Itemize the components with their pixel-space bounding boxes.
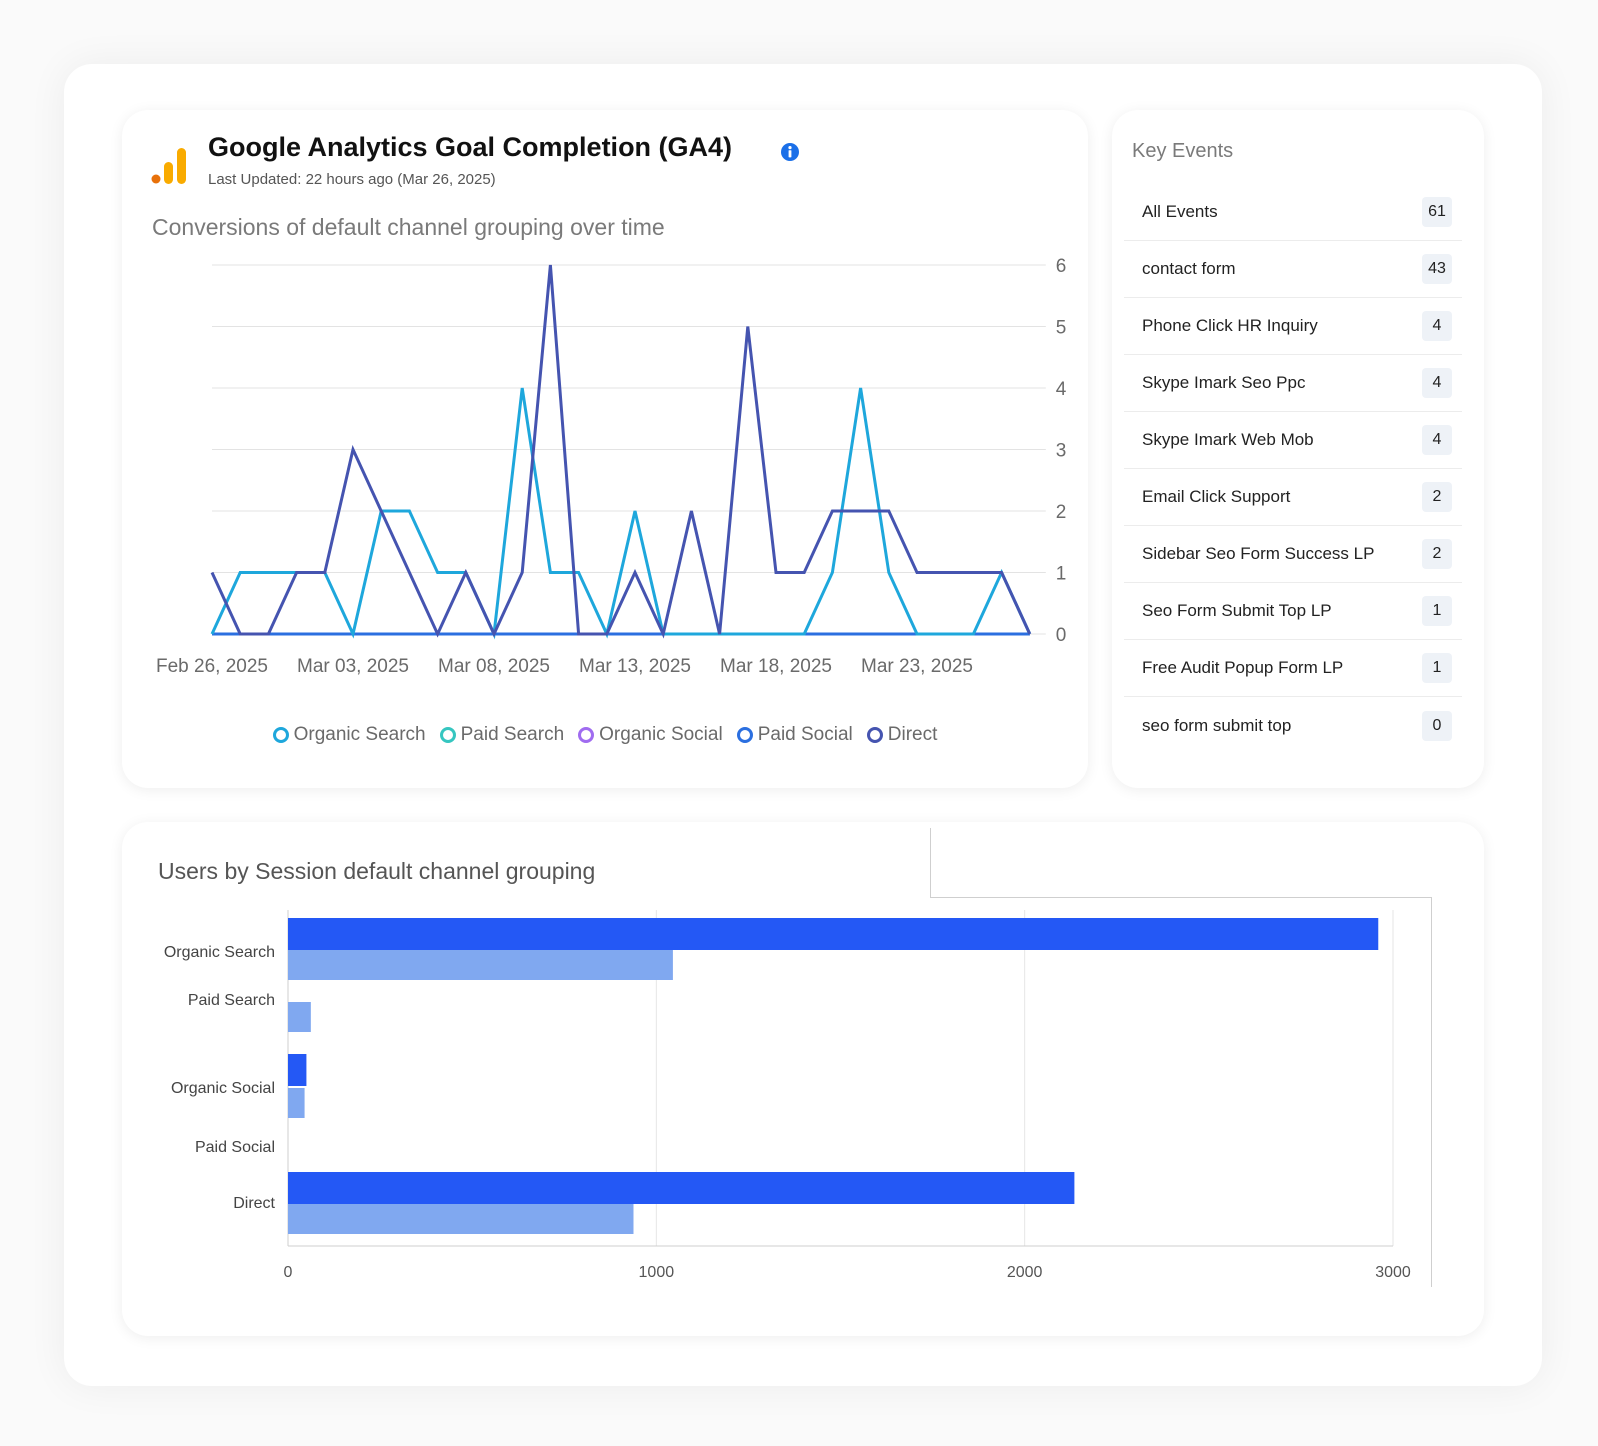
last-updated-text: Last Updated: 22 hours ago (Mar 26, 2025… bbox=[208, 171, 496, 188]
x-tick-label: Mar 18, 2025 bbox=[720, 656, 832, 677]
frame-divider bbox=[1431, 897, 1432, 1287]
bar bbox=[288, 950, 673, 980]
key-event-row[interactable]: Sidebar Seo Form Success LP 2 bbox=[1124, 526, 1462, 583]
key-event-name: contact form bbox=[1142, 259, 1236, 278]
info-icon[interactable] bbox=[780, 142, 800, 162]
legend-marker-icon bbox=[272, 727, 289, 743]
key-events-title: Key Events bbox=[1132, 140, 1234, 162]
bar bbox=[288, 1002, 311, 1032]
x-tick-label: Mar 08, 2025 bbox=[438, 656, 550, 677]
x-tick-label: Mar 13, 2025 bbox=[579, 656, 691, 677]
category-label: Organic Search bbox=[164, 944, 275, 961]
bar bbox=[288, 1172, 1075, 1204]
x-tick-label: 0 bbox=[284, 1264, 293, 1281]
legend-marker-icon bbox=[578, 727, 595, 743]
y-tick-label: 6 bbox=[1056, 256, 1067, 277]
legend-item[interactable]: Direct bbox=[866, 724, 938, 746]
y-tick-label: 2 bbox=[1056, 502, 1067, 523]
key-event-row[interactable]: seo form submit top 0 bbox=[1124, 697, 1462, 754]
key-event-row[interactable]: Email Click Support 2 bbox=[1124, 469, 1462, 526]
line-chart-legend: Organic Search Paid Search Organic Social P… bbox=[122, 724, 1088, 746]
y-tick-label: 3 bbox=[1056, 441, 1067, 462]
key-event-count-badge: 4 bbox=[1422, 368, 1452, 398]
legend-label: Organic Search bbox=[293, 724, 426, 745]
ga-widget-title: Google Analytics Goal Completion (GA4) bbox=[208, 132, 733, 162]
key-events-list: All Events 61 contact form 43 Phone Click HR… bbox=[1124, 184, 1462, 754]
bar bbox=[288, 1088, 305, 1118]
x-tick-label: Mar 23, 2025 bbox=[861, 656, 973, 677]
key-event-name: seo form submit top bbox=[1142, 715, 1292, 735]
key-events-card: Key Events All Events 61 contact form 43 Pho… bbox=[1112, 110, 1484, 788]
legend-label: Direct bbox=[887, 724, 938, 745]
legend-item[interactable]: Organic Social bbox=[578, 724, 723, 746]
users-by-channel-card: Users by Session default channel groupin… bbox=[122, 822, 1484, 1336]
key-event-count-badge: 1 bbox=[1422, 653, 1452, 683]
key-event-count-badge: 4 bbox=[1422, 311, 1452, 341]
line-chart-subtitle: Conversions of default channel grouping … bbox=[152, 214, 665, 240]
users-bar-chart: 0 1000 2000 3000 Organic Search Paid Search Or… bbox=[164, 910, 1411, 1281]
key-event-name: Email Click Support bbox=[1142, 487, 1291, 506]
x-tick-label: Mar 03, 2025 bbox=[297, 656, 409, 677]
legend-marker-icon bbox=[736, 727, 753, 743]
key-event-count-badge: 1 bbox=[1422, 596, 1452, 626]
key-event-row[interactable]: Skype Imark Seo Ppc 4 bbox=[1124, 355, 1462, 412]
y-tick-label: 4 bbox=[1056, 379, 1067, 400]
category-label: Paid Social bbox=[195, 1139, 275, 1156]
key-event-row[interactable]: Seo Form Submit Top LP 1 bbox=[1124, 583, 1462, 640]
users-chart-title: Users by Session default channel groupin… bbox=[158, 858, 596, 884]
x-tick-label: 2000 bbox=[1007, 1264, 1043, 1281]
x-tick-label: 1000 bbox=[639, 1264, 675, 1281]
legend-marker-icon bbox=[439, 727, 456, 743]
series-line-organic-search bbox=[210, 387, 1032, 640]
category-label: Paid Search bbox=[188, 992, 275, 1009]
google-analytics-logo-icon bbox=[151, 148, 186, 184]
key-event-count-badge: 0 bbox=[1422, 710, 1452, 741]
legend-label: Paid Social bbox=[757, 724, 853, 745]
frame-divider bbox=[930, 897, 1432, 898]
key-event-name: Sidebar Seo Form Success LP bbox=[1142, 544, 1375, 563]
category-label: Direct bbox=[233, 1195, 275, 1212]
ga-logo-bar-short bbox=[164, 162, 173, 184]
bar bbox=[288, 1204, 634, 1234]
ga-logo-bar-tall bbox=[177, 148, 186, 184]
key-event-name: All Events bbox=[1142, 202, 1218, 221]
key-event-row[interactable]: Skype Imark Web Mob 4 bbox=[1124, 412, 1462, 469]
y-tick-label: 5 bbox=[1056, 318, 1067, 339]
key-event-row[interactable]: All Events 61 bbox=[1124, 184, 1462, 241]
frame-divider bbox=[930, 828, 931, 898]
legend-item[interactable]: Organic Search bbox=[272, 724, 426, 746]
key-event-row[interactable]: Phone Click HR Inquiry 4 bbox=[1124, 298, 1462, 355]
key-event-name: Skype Imark Seo Ppc bbox=[1142, 373, 1306, 392]
bar bbox=[288, 1054, 307, 1086]
series-line-direct bbox=[210, 264, 1032, 639]
ga-logo-dot bbox=[151, 174, 161, 184]
y-tick-label: 1 bbox=[1056, 564, 1067, 585]
bar bbox=[288, 918, 1379, 950]
key-event-count-badge: 2 bbox=[1422, 482, 1452, 512]
x-tick-label: 3000 bbox=[1375, 1264, 1411, 1281]
key-event-count-badge: 43 bbox=[1422, 254, 1452, 284]
legend-marker-icon bbox=[866, 727, 883, 743]
key-event-name: Seo Form Submit Top LP bbox=[1142, 601, 1332, 620]
key-event-count-badge: 2 bbox=[1422, 539, 1452, 569]
key-event-count-badge: 61 bbox=[1422, 197, 1452, 227]
ga-goal-completion-card: Google Analytics Goal Completion (GA4) L… bbox=[122, 110, 1088, 788]
key-event-name: Free Audit Popup Form LP bbox=[1142, 658, 1344, 677]
category-label: Organic Social bbox=[171, 1080, 275, 1097]
key-event-count-badge: 4 bbox=[1422, 425, 1452, 455]
x-tick-label: Feb 26, 2025 bbox=[156, 656, 268, 677]
legend-item[interactable]: Paid Social bbox=[736, 724, 853, 746]
y-tick-label: 0 bbox=[1056, 625, 1067, 646]
key-event-row[interactable]: Free Audit Popup Form LP 1 bbox=[1124, 640, 1462, 697]
key-event-name: Skype Imark Web Mob bbox=[1142, 430, 1314, 449]
legend-label: Organic Social bbox=[599, 724, 723, 745]
key-event-row[interactable]: contact form 43 bbox=[1124, 241, 1462, 298]
conversions-line-chart: 0 1 2 3 4 5 6 Feb 26, 2025 Mar 03, 2025 Mar 08, 2… bbox=[156, 256, 1067, 677]
legend-label: Paid Search bbox=[460, 724, 565, 745]
key-event-name: Phone Click HR Inquiry bbox=[1142, 316, 1318, 335]
legend-item[interactable]: Paid Search bbox=[439, 724, 565, 746]
